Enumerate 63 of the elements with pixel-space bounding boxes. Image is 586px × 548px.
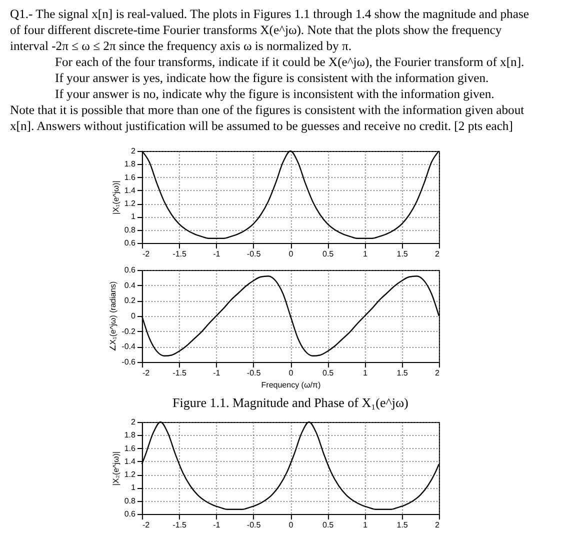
y-tick-label: -0.2 <box>122 326 136 336</box>
x-tick-label: 0 <box>288 250 294 258</box>
y-tick-label: 0.6 <box>124 238 136 248</box>
y-tick-label: 0.2 <box>124 296 136 306</box>
text: x[n]. Answers without justification will be assumed to be guesses and receive no credit. [2 pts each] <box>10 119 513 133</box>
x-tick-label: -1 <box>213 368 221 378</box>
y-tick-label: -0.6 <box>122 358 136 366</box>
x-tick-label: -0.5 <box>246 520 262 530</box>
y-tick-label: 1 <box>130 483 136 492</box>
x-tick-label: -1 <box>213 250 221 258</box>
y-tick-label: 0.6 <box>124 266 136 274</box>
y-tick-label: 2 <box>130 146 136 156</box>
text: If your answer is yes, indicate how the figure is consistent with the information given. <box>55 71 489 85</box>
caption: Figure 1.1. Magnitude and Phase of X₁(e^jω) <box>172 395 408 410</box>
x-tick-label: -1.5 <box>172 250 188 258</box>
y-axis-title: |X₂(e^jω)| <box>111 451 120 486</box>
x-tick-label: 2 <box>434 520 440 530</box>
x-tick-label: -1.5 <box>172 368 188 378</box>
x-tick-label: 1 <box>362 520 368 530</box>
y-tick-label: 0 <box>130 312 136 320</box>
x-tick-label: 0.5 <box>322 250 334 258</box>
y-tick-label: -0.4 <box>122 342 136 352</box>
x-tick-label: 1.5 <box>396 520 408 530</box>
y-tick-label: 1.8 <box>124 160 136 169</box>
y-tick-label: 1.8 <box>124 430 136 440</box>
y-tick-label: 1.2 <box>124 199 136 208</box>
x-tick-label: 1 <box>362 368 368 378</box>
x-tick-label: -0.5 <box>246 368 262 378</box>
y-axis-title: ∠X₁(e^jω) (radians) <box>108 280 118 352</box>
y-tick-label: 1.6 <box>124 444 136 453</box>
x-axis-title: Frequency (ω/π) <box>261 380 321 390</box>
x-tick-label: 0 <box>288 520 294 530</box>
text: interval -2π ≤ ω ≤ 2π since the frequency axis ω is normalized by π. <box>10 39 352 53</box>
y-tick-label: 1.6 <box>124 172 136 182</box>
x-tick-label: 2 <box>434 368 440 378</box>
x-tick-label: 0.5 <box>322 368 334 378</box>
y-tick-label: 1 <box>130 212 136 222</box>
y-tick-label: 2 <box>130 418 136 426</box>
x-tick-label: 0 <box>288 368 294 378</box>
y-tick-label: 1.4 <box>124 186 136 195</box>
x-tick-label: -2 <box>142 250 150 258</box>
x-tick-label: 1 <box>362 250 368 258</box>
y-axis-title: |X₁(e^jω)| <box>111 180 120 214</box>
y-tick-label: 0.4 <box>124 280 136 290</box>
x-tick-label: -1.5 <box>172 520 188 530</box>
y-tick-label: 1.4 <box>124 456 136 466</box>
x-tick-label: -0.5 <box>246 250 262 258</box>
x-tick-label: 2 <box>434 250 440 258</box>
x-tick-label: 1.5 <box>396 368 408 378</box>
x-tick-label: -1 <box>213 520 221 530</box>
x-tick-label: -2 <box>142 520 150 530</box>
text: If your answer is no, indicate why the figure is inconsistent with the information given. <box>55 87 494 101</box>
y-tick-label: 0.6 <box>124 510 136 518</box>
text: Note that it is possible that more than one of the figures is consistent with the information given about <box>10 103 525 117</box>
y-tick-label: 1.2 <box>124 470 136 480</box>
x-tick-label: 0.5 <box>322 520 334 530</box>
text: Q1.- The signal x[n] is real-valued. The plots in Figures 1.1 through 1.4 show the magnitude and phase <box>10 7 530 21</box>
text: of four different discrete-time Fourier transforms X(e^jω). Note that the plots show the frequency <box>10 23 502 37</box>
y-tick-label: 0.8 <box>124 225 136 234</box>
x-tick-label: 1.5 <box>396 250 408 258</box>
x-tick-label: -2 <box>142 368 150 378</box>
y-tick-label: 0.8 <box>124 496 136 506</box>
text: For each of the four transforms, indicate if it could be X(e^jω), the Fourier transform of x[n]. <box>55 55 524 69</box>
